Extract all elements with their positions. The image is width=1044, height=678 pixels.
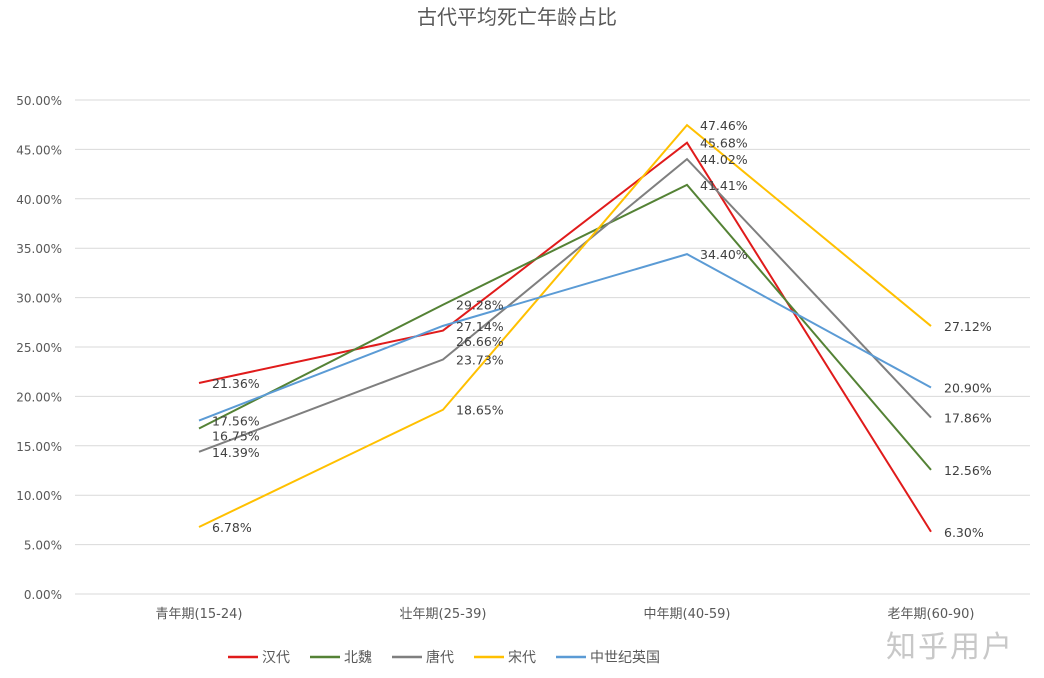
data-label: 17.86% [944, 411, 992, 426]
data-label: 34.40% [700, 247, 748, 262]
data-label: 20.90% [944, 381, 992, 396]
series-line-北魏 [198, 183, 932, 471]
data-label: 27.14% [456, 319, 504, 334]
series-line-汉代 [198, 141, 932, 533]
y-tick-label: 15.00% [16, 440, 62, 454]
data-label: 23.73% [456, 353, 504, 368]
data-label: 6.30% [944, 525, 984, 540]
y-tick-label: 30.00% [16, 292, 62, 306]
x-tick-label: 壮年期(25-39) [400, 607, 487, 622]
y-tick-label: 20.00% [16, 390, 62, 404]
data-label: 17.56% [212, 414, 260, 429]
data-label: 29.28% [456, 298, 504, 313]
data-label: 16.75% [212, 429, 260, 444]
y-tick-label: 25.00% [16, 341, 62, 355]
y-tick-label: 10.00% [16, 489, 62, 503]
data-label: 47.46% [700, 118, 748, 133]
legend-label: 宋代 [508, 650, 536, 666]
data-label: 6.78% [212, 520, 252, 535]
series-line-中世纪英国 [198, 253, 932, 422]
x-tick-label: 老年期(60-90) [888, 607, 975, 622]
watermark: 知乎用户 [886, 630, 1014, 665]
data-label: 45.68% [700, 136, 748, 151]
data-label: 44.02% [700, 152, 748, 167]
legend-label: 唐代 [426, 649, 454, 666]
data-label: 14.39% [212, 445, 260, 460]
series-lines [198, 123, 932, 533]
legend-label: 汉代 [262, 650, 290, 666]
y-tick-label: 35.00% [16, 242, 62, 256]
data-label: 27.12% [944, 319, 992, 334]
grid: 0.00% 5.00% 10.00% 15.00% 20.00% 25.00% 30.00%… [16, 94, 1030, 602]
series-line-唐代 [198, 157, 932, 453]
data-label: 41.41% [700, 178, 748, 193]
data-label: 18.65% [456, 403, 504, 418]
legend-label: 中世纪英国 [590, 649, 660, 666]
x-tick-label: 中年期(40-59) [644, 607, 731, 622]
data-label: 26.66% [456, 334, 504, 349]
data-label: 21.36% [212, 376, 260, 391]
y-tick-label: 40.00% [16, 193, 62, 207]
data-label: 12.56% [944, 463, 992, 478]
y-tick-label: 0.00% [24, 588, 62, 602]
series-line-宋代 [198, 123, 932, 528]
x-axis: 青年期(15-24) 壮年期(25-39) 中年期(40-59) 老年期(60-90) [156, 607, 975, 622]
x-tick-label: 青年期(15-24) [156, 607, 243, 622]
y-tick-label: 5.00% [24, 539, 62, 553]
legend: 汉代 北魏 唐代 宋代 中世纪英国 [228, 649, 660, 666]
chart-title: 古代平均死亡年龄占比 [417, 5, 617, 29]
y-tick-label: 45.00% [16, 143, 62, 157]
y-tick-label: 50.00% [16, 94, 62, 108]
legend-label: 北魏 [344, 650, 372, 666]
data-labels: 21.36% 17.56%16.75%14.39% 6.78% 29.28% 27.14… [212, 118, 992, 540]
